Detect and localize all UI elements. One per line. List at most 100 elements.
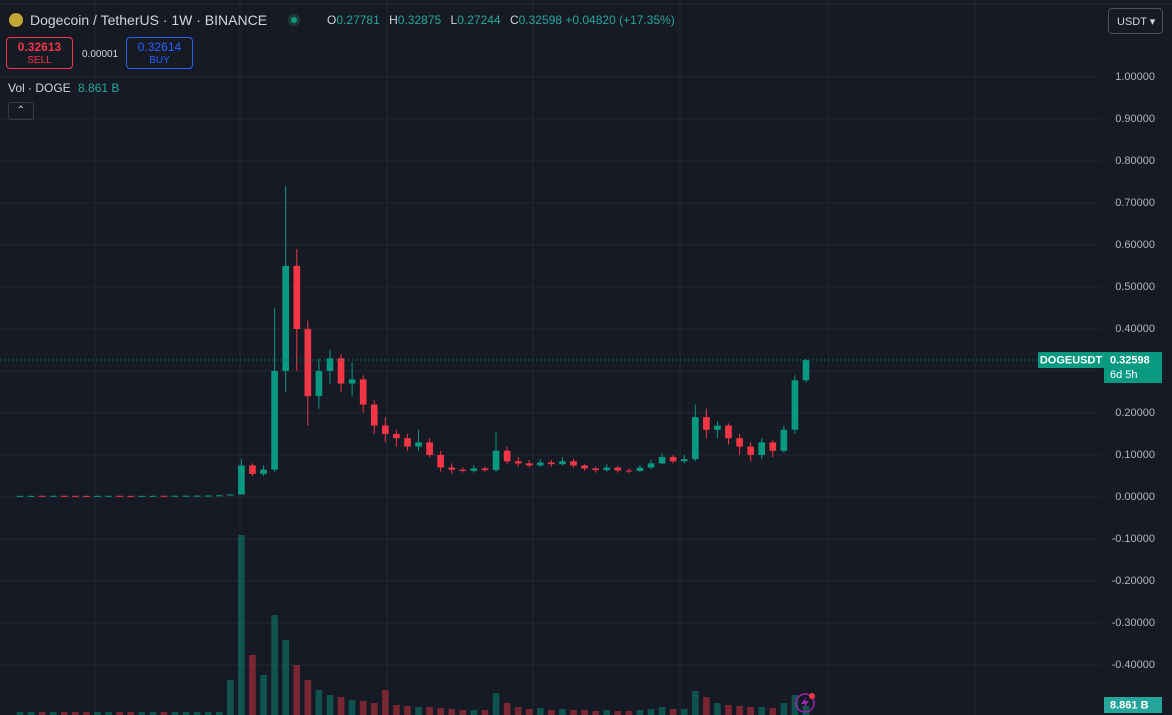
alert-dot xyxy=(809,693,815,699)
candle-body xyxy=(138,495,146,497)
candle-body xyxy=(38,495,46,497)
candle-body xyxy=(348,379,356,384)
candle-body xyxy=(105,495,112,497)
candle-body xyxy=(49,495,57,497)
volume-bar xyxy=(714,703,721,715)
volume-bar xyxy=(559,709,566,715)
volume-bar xyxy=(83,712,90,715)
sell-label: SELL xyxy=(27,55,52,66)
volume-bar xyxy=(758,707,766,715)
volume-bar xyxy=(38,712,46,715)
candle-body xyxy=(315,370,323,397)
volume-bar xyxy=(116,712,123,715)
candle-body xyxy=(514,461,522,464)
volume-bar xyxy=(603,710,611,715)
change: +0.04820 (+17.35%) xyxy=(565,13,675,27)
collapse-button[interactable]: ⌃ xyxy=(8,102,34,120)
price-tag-value: 0.32598 xyxy=(1110,354,1150,366)
candle-body xyxy=(282,265,290,371)
sell-button[interactable]: 0.32613 SELL xyxy=(6,37,73,69)
volume-bar xyxy=(326,695,334,715)
buy-price: 0.32614 xyxy=(137,40,182,54)
volume-bar xyxy=(105,712,112,715)
volume-tag xyxy=(1104,697,1162,713)
volume-bar xyxy=(160,712,168,715)
volume-bar xyxy=(426,707,433,715)
candle-body xyxy=(448,467,456,470)
volume-bar xyxy=(72,712,79,715)
close-value: 0.32598 xyxy=(518,13,563,27)
alert-icon xyxy=(795,693,815,713)
y-tick-label: 0.70000 xyxy=(1115,197,1155,209)
candle-body xyxy=(72,495,79,497)
candle-body xyxy=(780,429,788,451)
currency-select[interactable]: USDT ▾ xyxy=(1108,8,1163,34)
volume-bar xyxy=(260,675,267,715)
candle-body xyxy=(658,457,666,464)
candle-body xyxy=(382,425,389,434)
sell-price: 0.32613 xyxy=(17,40,62,54)
ohlc: O0.27781 H0.32875 L0.27244 C0.32598 +0.0… xyxy=(321,13,675,27)
volume-bar xyxy=(680,709,688,715)
candle-body xyxy=(304,328,312,397)
volume-legend: Vol · DOGE 8.861 B xyxy=(8,81,119,95)
volume-bar xyxy=(747,707,754,715)
candle-body xyxy=(215,495,223,497)
volume-bar xyxy=(238,535,245,715)
countdown: 6d 5h xyxy=(1110,369,1138,381)
candle-body xyxy=(60,495,68,497)
y-tick-label: 0.40000 xyxy=(1115,323,1155,335)
y-tick-label: 0.80000 xyxy=(1115,155,1155,167)
candle-body xyxy=(791,380,799,430)
volume-bar xyxy=(249,655,256,715)
buy-button[interactable]: 0.32614 BUY xyxy=(126,37,193,69)
volume-bar xyxy=(802,706,810,715)
candle-body xyxy=(149,495,157,497)
candle-body xyxy=(204,495,212,497)
volume-bar xyxy=(525,709,533,715)
volume-bar xyxy=(293,665,301,715)
candle-body xyxy=(260,469,267,474)
market-status xyxy=(288,14,301,26)
candle-body xyxy=(758,442,766,455)
y-tick-label: 0.10000 xyxy=(1115,449,1155,461)
candle-body xyxy=(581,465,588,469)
low-value: 0.27244 xyxy=(457,13,501,27)
volume-bar xyxy=(470,710,478,715)
y-tick-label: 0.20000 xyxy=(1115,407,1155,419)
volume-bar xyxy=(614,711,622,715)
volume-bar xyxy=(393,705,400,715)
volume-bar xyxy=(315,690,323,715)
candle-body xyxy=(16,495,24,497)
candle-body xyxy=(802,360,810,381)
candle-body xyxy=(680,459,688,462)
coin-icon xyxy=(9,13,23,27)
volume-bar xyxy=(791,695,799,715)
volume-bar xyxy=(492,693,500,715)
candle-body xyxy=(714,425,721,430)
volume-bar xyxy=(348,700,356,715)
volume-bar xyxy=(282,640,290,715)
candle-body xyxy=(481,468,489,471)
symbol-title[interactable]: Dogecoin / TetherUS · 1W · BINANCE xyxy=(30,12,268,28)
candle-body xyxy=(116,495,123,497)
volume-bar xyxy=(271,615,278,715)
volume-bar xyxy=(736,706,743,715)
candle-body xyxy=(171,495,179,497)
candle-body xyxy=(647,463,655,468)
y-tick-label: 1.00000 xyxy=(1115,71,1155,83)
volume-bar xyxy=(669,709,677,715)
open-value: 0.27781 xyxy=(336,13,380,27)
volume-bar xyxy=(459,710,467,715)
candle-body xyxy=(94,495,101,497)
candle-body xyxy=(337,358,345,384)
volume-bar xyxy=(304,680,312,715)
volume-bar xyxy=(592,711,599,715)
volume-bar xyxy=(415,707,422,715)
volume-bar xyxy=(149,712,157,715)
volume-bar xyxy=(570,710,577,715)
volume-bar xyxy=(60,712,68,715)
volume-bar xyxy=(182,712,190,715)
y-tick-label: 0.50000 xyxy=(1115,281,1155,293)
